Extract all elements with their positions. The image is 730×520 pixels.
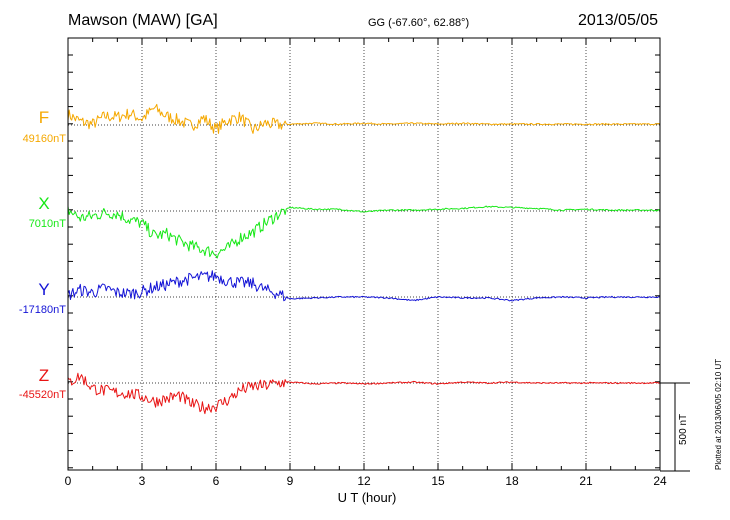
- channel-label-x: X: [38, 194, 50, 213]
- x-tick-label-18: 18: [505, 474, 519, 488]
- series-line-x: [67, 205, 661, 259]
- x-tick-labels: 0 3 6 9 12 15 18 21 24: [65, 474, 667, 488]
- scale-bar: [660, 382, 690, 472]
- series-line-z: [67, 372, 660, 415]
- plot-date: 2013/05/05: [578, 12, 659, 29]
- baseline-label-y: -17180nT: [18, 304, 66, 316]
- baseline-label-x: 7010nT: [28, 218, 66, 230]
- channel-label-y: Y: [38, 280, 50, 299]
- x-tick-label-6: 6: [213, 474, 220, 488]
- grid: [68, 38, 660, 470]
- series-line-f: [67, 103, 660, 134]
- station-title: Mawson (MAW) [GA]: [68, 12, 218, 29]
- station-coordinates: GG (-67.60°, 62.88°): [368, 17, 470, 29]
- x-tick-label-0: 0: [65, 474, 72, 488]
- channel-label-f: F: [38, 108, 50, 127]
- x-tick-label-3: 3: [139, 474, 146, 488]
- plot-frame: [67, 37, 661, 471]
- channel-label-z: Z: [38, 366, 50, 385]
- x-tick-label-24: 24: [653, 474, 667, 488]
- x-tick-label-12: 12: [357, 474, 371, 488]
- x-tick-label-15: 15: [431, 474, 445, 488]
- axis-ticks: [67, 38, 661, 470]
- baseline-label-f: 49160nT: [22, 133, 66, 145]
- x-tick-label-21: 21: [579, 474, 593, 488]
- x-axis-title: U T (hour): [338, 490, 397, 505]
- x-tick-label-9: 9: [287, 474, 294, 488]
- series-line-y: [67, 270, 661, 302]
- baseline-label-z: -45520nT: [18, 389, 66, 401]
- series-group: [67, 103, 661, 415]
